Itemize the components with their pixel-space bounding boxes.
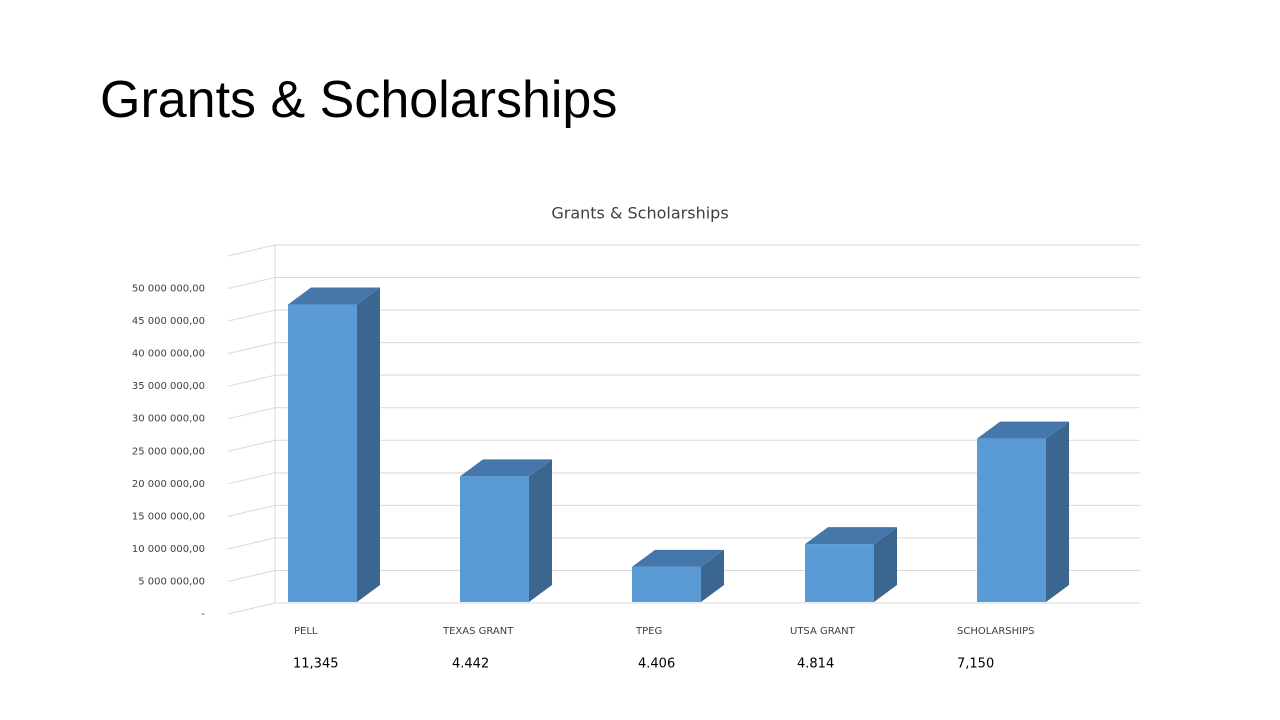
grid-line: [227, 472, 1140, 485]
bar-top: [977, 421, 1069, 439]
x-tick-label: PELL: [294, 626, 318, 637]
x-tick-label: TEXAS GRANT: [442, 626, 514, 637]
bar: [288, 304, 357, 602]
annotation: 4.406: [638, 657, 675, 672]
x-tick-label: UTSA GRANT: [790, 626, 856, 637]
y-tick-label: -: [201, 609, 205, 620]
annotation: 4.814: [797, 657, 834, 672]
bar-side: [529, 459, 552, 602]
bar-top: [632, 549, 724, 567]
bar-side: [357, 287, 380, 602]
y-tick-label: 20 000 000,00: [132, 479, 205, 490]
y-tick-label: 10 000 000,00: [132, 544, 205, 555]
x-tick-label: TPEG: [635, 626, 662, 637]
grid-line: [227, 309, 1140, 322]
grid-line: [227, 504, 1140, 517]
grid-line: [227, 342, 1140, 355]
y-tick-label: 35 000 000,00: [132, 381, 205, 392]
bar-top: [288, 287, 380, 305]
bar: [805, 544, 874, 602]
bar-side: [874, 527, 897, 602]
x-tick-label: SCHOLARSHIPS: [957, 626, 1035, 637]
slide-title: Grants & Scholarships: [100, 71, 618, 129]
bar: [977, 438, 1046, 602]
chart-title: Grants & Scholarships: [551, 204, 728, 223]
annotation: 4.442: [452, 657, 489, 672]
bar-top: [460, 459, 552, 477]
y-tick-label: 25 000 000,00: [132, 446, 205, 457]
bar-side: [1046, 421, 1069, 602]
y-tick-label: 30 000 000,00: [132, 414, 205, 425]
grid-line: [227, 407, 1140, 420]
y-tick-label: 50 000 000,00: [132, 284, 205, 295]
bar-side: [701, 549, 724, 602]
annotation: 11,345: [293, 657, 339, 672]
annotation: 7,150: [957, 657, 994, 672]
wall-edge: [227, 244, 276, 257]
grid-line: [227, 374, 1140, 387]
y-tick-label: 15 000 000,00: [132, 511, 205, 522]
y-tick-label: 45 000 000,00: [132, 316, 205, 327]
grid-line: [227, 277, 1140, 290]
y-tick-label: 5 000 000,00: [138, 576, 205, 587]
grid-line: [227, 602, 1140, 615]
y-tick-label: 40 000 000,00: [132, 349, 205, 360]
grid-line: [227, 439, 1140, 452]
bar: [632, 566, 701, 602]
bar-top: [805, 527, 897, 545]
bar: [460, 476, 529, 602]
